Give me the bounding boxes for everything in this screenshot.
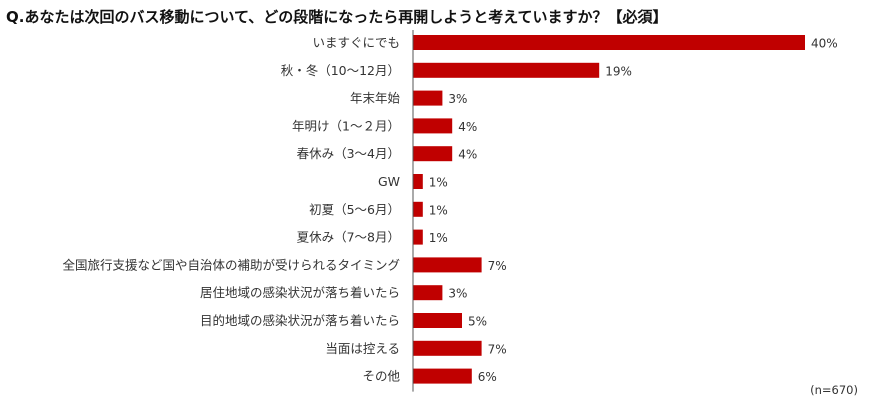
category-label-9: 居住地域の感染状況が落ち着いたら	[200, 285, 400, 300]
category-label-7: 夏休み（7～8月）	[297, 230, 400, 245]
bar-4	[413, 146, 453, 162]
bar-5	[413, 174, 423, 189]
value-label-7: 1%	[429, 231, 448, 245]
bar-7	[413, 229, 423, 245]
bar-9	[413, 285, 443, 301]
category-label-0: いますぐにでも	[312, 35, 400, 50]
category-label-8: 全国旅行支援など国や自治体の補助が受けられるタイミング	[62, 257, 400, 272]
category-label-3: 年明け（1～２月）	[292, 118, 400, 133]
bar-10	[413, 313, 462, 328]
value-label-12: 6%	[478, 370, 497, 384]
value-label-8: 7%	[488, 259, 507, 273]
value-label-2: 3%	[448, 92, 467, 106]
value-label-3: 4%	[458, 120, 477, 134]
bar-12	[413, 368, 472, 384]
category-label-10: 目的地域の感染状況が落ち着いたら	[200, 313, 400, 328]
value-label-0: 40%	[811, 37, 838, 51]
value-label-11: 7%	[488, 342, 507, 356]
category-label-4: 春休み（3～4月）	[297, 146, 400, 161]
value-label-9: 3%	[448, 287, 467, 301]
value-label-5: 1%	[429, 176, 448, 190]
bars-group	[413, 35, 805, 384]
sample-size-note: (n=670)	[810, 383, 858, 397]
category-label-5: GW	[378, 174, 400, 189]
bar-11	[413, 340, 482, 356]
bar-6	[413, 201, 423, 217]
question-title: Q.あなたは次回のバス移動について、どの段階になったら再開しようと考えていますか…	[6, 8, 668, 26]
bar-8	[413, 257, 482, 273]
category-label-6: 初夏（5～6月）	[309, 202, 400, 217]
category-label-12: その他	[362, 369, 400, 384]
value-label-10: 5%	[468, 315, 487, 329]
category-label-11: 当面は控える	[325, 341, 400, 356]
value-label-1: 19%	[605, 64, 632, 78]
category-label-1: 秋・冬（10～12月）	[281, 63, 400, 78]
bar-0	[413, 35, 805, 50]
value-label-6: 1%	[429, 203, 448, 217]
bar-3	[413, 118, 453, 134]
value-labels-group: 40%19%3%4%4%1%1%1%7%3%5%7%6%	[429, 37, 838, 385]
value-label-4: 4%	[458, 148, 477, 162]
bar-1	[413, 62, 600, 78]
bar-2	[413, 90, 443, 106]
category-label-2: 年末年始	[350, 91, 401, 106]
